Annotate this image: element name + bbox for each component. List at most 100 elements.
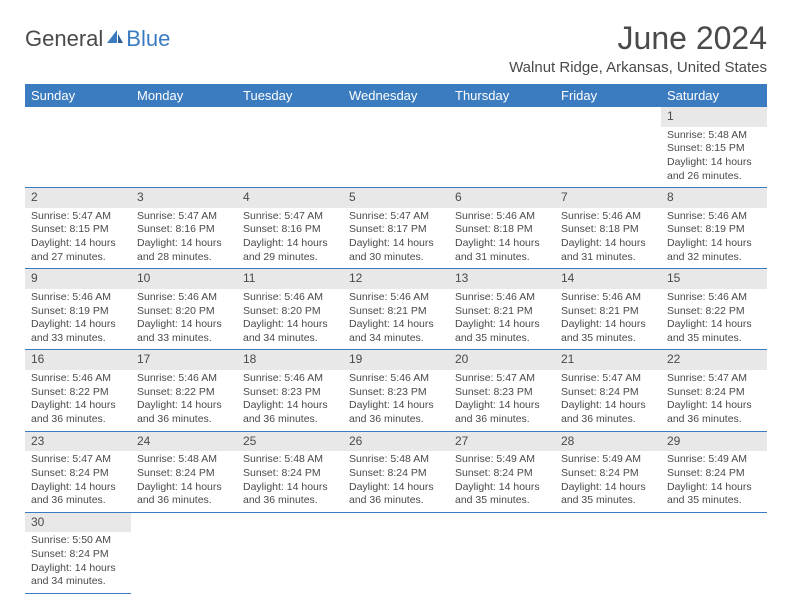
sunset: Sunset: 8:17 PM xyxy=(349,223,443,237)
sunrise: Sunrise: 5:47 AM xyxy=(667,372,761,386)
day-detail: Sunrise: 5:47 AMSunset: 8:24 PMDaylight:… xyxy=(555,370,661,431)
day-number: 7 xyxy=(555,188,661,208)
day-detail: Sunrise: 5:47 AMSunset: 8:24 PMDaylight:… xyxy=(25,451,131,512)
detail-row: Sunrise: 5:47 AMSunset: 8:15 PMDaylight:… xyxy=(25,208,767,269)
sunrise: Sunrise: 5:46 AM xyxy=(561,291,655,305)
day-number: 17 xyxy=(131,350,237,370)
day-detail: Sunrise: 5:50 AMSunset: 8:24 PMDaylight:… xyxy=(25,532,131,593)
sunset: Sunset: 8:20 PM xyxy=(137,305,231,319)
sunrise: Sunrise: 5:47 AM xyxy=(31,453,125,467)
sunrise: Sunrise: 5:46 AM xyxy=(137,291,231,305)
calendar-header: SundayMondayTuesdayWednesdayThursdayFrid… xyxy=(25,84,767,107)
day-detail: Sunrise: 5:46 AMSunset: 8:22 PMDaylight:… xyxy=(131,370,237,431)
day-detail: Sunrise: 5:48 AMSunset: 8:24 PMDaylight:… xyxy=(343,451,449,512)
daynum-row: 2345678 xyxy=(25,188,767,208)
daylight: Daylight: 14 hours and 36 minutes. xyxy=(31,481,125,508)
month-title: June 2024 xyxy=(509,20,767,57)
sunrise: Sunrise: 5:46 AM xyxy=(349,291,443,305)
sunrise: Sunrise: 5:47 AM xyxy=(137,210,231,224)
daylight: Daylight: 14 hours and 33 minutes. xyxy=(31,318,125,345)
day-number: 21 xyxy=(555,350,661,370)
daylight: Daylight: 14 hours and 34 minutes. xyxy=(349,318,443,345)
daylight: Daylight: 14 hours and 34 minutes. xyxy=(243,318,337,345)
weekday-header: Saturday xyxy=(661,84,767,107)
day-detail xyxy=(343,532,449,593)
sunset: Sunset: 8:22 PM xyxy=(667,305,761,319)
day-number: 1 xyxy=(661,107,767,127)
sunrise: Sunrise: 5:47 AM xyxy=(31,210,125,224)
day-number: 30 xyxy=(25,512,131,532)
sunset: Sunset: 8:24 PM xyxy=(667,386,761,400)
day-detail: Sunrise: 5:46 AMSunset: 8:18 PMDaylight:… xyxy=(449,208,555,269)
sunrise: Sunrise: 5:46 AM xyxy=(31,372,125,386)
sunrise: Sunrise: 5:46 AM xyxy=(561,210,655,224)
daylight: Daylight: 14 hours and 36 minutes. xyxy=(243,399,337,426)
sunset: Sunset: 8:16 PM xyxy=(243,223,337,237)
day-detail: Sunrise: 5:46 AMSunset: 8:19 PMDaylight:… xyxy=(25,289,131,350)
sunset: Sunset: 8:22 PM xyxy=(137,386,231,400)
day-detail: Sunrise: 5:49 AMSunset: 8:24 PMDaylight:… xyxy=(449,451,555,512)
daylight: Daylight: 14 hours and 36 minutes. xyxy=(31,399,125,426)
sunrise: Sunrise: 5:46 AM xyxy=(667,291,761,305)
day-detail: Sunrise: 5:46 AMSunset: 8:23 PMDaylight:… xyxy=(343,370,449,431)
weekday-header: Thursday xyxy=(449,84,555,107)
day-number: 26 xyxy=(343,431,449,451)
sunset: Sunset: 8:20 PM xyxy=(243,305,337,319)
day-detail: Sunrise: 5:47 AMSunset: 8:16 PMDaylight:… xyxy=(237,208,343,269)
weekday-header: Wednesday xyxy=(343,84,449,107)
day-detail xyxy=(555,532,661,593)
day-detail: Sunrise: 5:47 AMSunset: 8:24 PMDaylight:… xyxy=(661,370,767,431)
sunset: Sunset: 8:24 PM xyxy=(137,467,231,481)
daylight: Daylight: 14 hours and 36 minutes. xyxy=(455,399,549,426)
daylight: Daylight: 14 hours and 36 minutes. xyxy=(137,481,231,508)
day-number xyxy=(237,107,343,127)
sunset: Sunset: 8:24 PM xyxy=(31,467,125,481)
day-number: 9 xyxy=(25,269,131,289)
daynum-row: 9101112131415 xyxy=(25,269,767,289)
day-detail: Sunrise: 5:48 AMSunset: 8:24 PMDaylight:… xyxy=(131,451,237,512)
daylight: Daylight: 14 hours and 34 minutes. xyxy=(31,562,125,589)
day-detail: Sunrise: 5:46 AMSunset: 8:22 PMDaylight:… xyxy=(661,289,767,350)
day-detail xyxy=(237,532,343,593)
calendar: SundayMondayTuesdayWednesdayThursdayFrid… xyxy=(25,84,767,594)
day-number xyxy=(343,512,449,532)
sunset: Sunset: 8:24 PM xyxy=(349,467,443,481)
day-number xyxy=(25,107,131,127)
daylight: Daylight: 14 hours and 36 minutes. xyxy=(137,399,231,426)
day-number: 16 xyxy=(25,350,131,370)
sunrise: Sunrise: 5:47 AM xyxy=(455,372,549,386)
daynum-row: 1 xyxy=(25,107,767,127)
day-detail: Sunrise: 5:46 AMSunset: 8:22 PMDaylight:… xyxy=(25,370,131,431)
daylight: Daylight: 14 hours and 36 minutes. xyxy=(561,399,655,426)
day-number: 22 xyxy=(661,350,767,370)
day-number: 18 xyxy=(237,350,343,370)
day-number: 2 xyxy=(25,188,131,208)
day-number: 20 xyxy=(449,350,555,370)
day-number xyxy=(449,512,555,532)
sunset: Sunset: 8:21 PM xyxy=(349,305,443,319)
sunrise: Sunrise: 5:49 AM xyxy=(455,453,549,467)
day-detail xyxy=(449,532,555,593)
day-number xyxy=(555,107,661,127)
day-detail xyxy=(25,127,131,188)
day-number: 8 xyxy=(661,188,767,208)
day-number xyxy=(343,107,449,127)
day-detail xyxy=(661,532,767,593)
sunset: Sunset: 8:24 PM xyxy=(561,386,655,400)
weekday-header: Monday xyxy=(131,84,237,107)
detail-row: Sunrise: 5:46 AMSunset: 8:22 PMDaylight:… xyxy=(25,370,767,431)
weekday-header: Friday xyxy=(555,84,661,107)
sunrise: Sunrise: 5:46 AM xyxy=(349,372,443,386)
sunrise: Sunrise: 5:50 AM xyxy=(31,534,125,548)
sunset: Sunset: 8:24 PM xyxy=(31,548,125,562)
sunrise: Sunrise: 5:46 AM xyxy=(31,291,125,305)
sunset: Sunset: 8:21 PM xyxy=(455,305,549,319)
day-detail xyxy=(449,127,555,188)
sail-icon xyxy=(105,26,125,52)
day-detail: Sunrise: 5:46 AMSunset: 8:21 PMDaylight:… xyxy=(343,289,449,350)
daylight: Daylight: 14 hours and 27 minutes. xyxy=(31,237,125,264)
daylight: Daylight: 14 hours and 36 minutes. xyxy=(349,399,443,426)
sunrise: Sunrise: 5:46 AM xyxy=(455,291,549,305)
daylight: Daylight: 14 hours and 36 minutes. xyxy=(243,481,337,508)
daylight: Daylight: 14 hours and 26 minutes. xyxy=(667,156,761,183)
